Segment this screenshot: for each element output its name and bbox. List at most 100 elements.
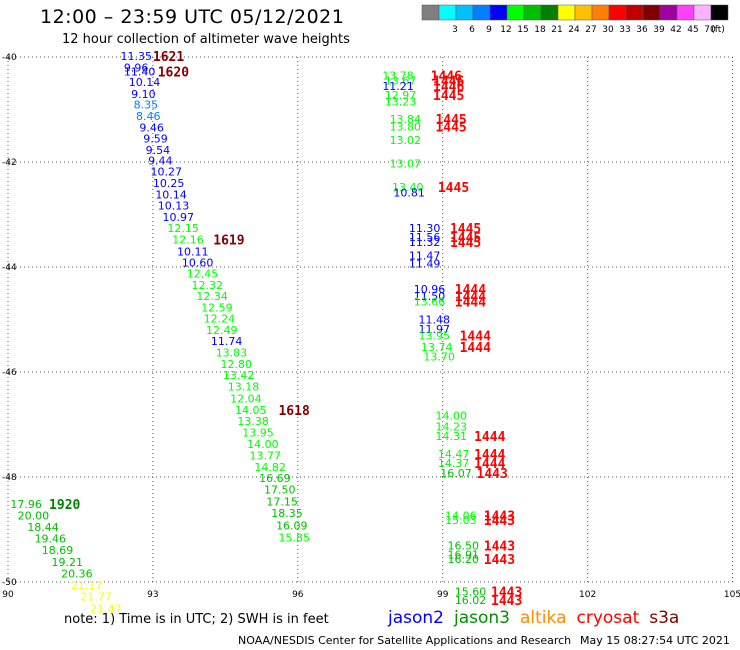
wave-height-value: 12.04 — [230, 392, 262, 405]
pass-time-label: 1444 — [474, 457, 505, 472]
wave-height-value: 10.13 — [158, 200, 190, 213]
pass-time-label: 1621 — [153, 50, 184, 65]
wave-height-value: 12.59 — [201, 301, 233, 314]
scale-swatch — [710, 4, 729, 21]
scale-label: 39 — [653, 25, 665, 35]
wave-height-value: 8.46 — [136, 110, 161, 123]
lat-tick-label: -40 — [2, 53, 17, 63]
wave-height-value: 13.78 — [382, 69, 414, 82]
wave-height-value: 11.47 — [409, 249, 441, 262]
wave-height-value: 9.46 — [139, 121, 164, 134]
wave-height-value: 12.16 — [172, 234, 204, 247]
scale-unit: (ft) — [711, 25, 725, 35]
wave-height-value: 17.15 — [266, 496, 298, 509]
units-note: note: 1) Time is in UTC; 2) SWH is in fe… — [64, 612, 329, 627]
wave-height-value: 20.36 — [61, 568, 93, 581]
wave-height-value: 11.40 — [124, 66, 156, 79]
pass-time-label: 1443 — [484, 514, 515, 529]
pass-time-label: 1446 — [433, 75, 464, 90]
wave-height-value: 12.45 — [187, 267, 219, 280]
wave-height-value: 21.17 — [71, 579, 103, 592]
wave-height-value: 10.11 — [177, 245, 209, 258]
wave-height-value: 13.77 — [250, 449, 282, 462]
pass-time-label: 1443 — [491, 594, 522, 609]
wave-height-value: 13.67 — [385, 75, 417, 88]
lat-tick-label: -48 — [2, 473, 17, 483]
pass-time-label: 1443 — [491, 585, 522, 600]
wave-height-value: 16.07 — [440, 467, 472, 480]
wave-height-value: 17.96 — [10, 498, 42, 511]
wave-height-value: 10.27 — [150, 165, 182, 178]
legend-altika: altika — [520, 608, 567, 628]
wave-height-value: 11.74 — [211, 335, 243, 348]
pass-time-label: 1444 — [474, 448, 505, 463]
wave-height-value: 21.47 — [90, 602, 122, 615]
scale-label: 12 — [500, 25, 511, 35]
wave-height-value: 16.50 — [448, 539, 480, 552]
wave-height-value: 15.03 — [445, 514, 477, 527]
wave-height-value: 16.02 — [455, 594, 487, 607]
wave-height-value: 13.18 — [228, 381, 260, 394]
lon-tick-label: 105 — [724, 590, 740, 600]
wave-height-value: 14.00 — [435, 410, 467, 423]
wave-height-value: 15.60 — [455, 585, 487, 598]
wave-height-value: 9.59 — [143, 132, 168, 145]
wave-height-value: 11.50 — [414, 290, 446, 303]
lat-tick-label: -42 — [2, 158, 17, 168]
generated-timestamp: May 15 08:27:54 UTC 2021 — [580, 634, 730, 647]
scale-label: 36 — [636, 25, 648, 35]
wave-height-value: 12.32 — [192, 279, 224, 292]
wave-height-value: 11.32 — [409, 236, 441, 249]
wave-height-value: 18.69 — [42, 544, 73, 557]
scale-label: 42 — [670, 25, 681, 35]
wave-height-value: 13.40 — [392, 181, 424, 194]
wave-height-value: 13.70 — [423, 350, 455, 363]
wave-height-value: 11.35 — [121, 50, 153, 63]
wave-height-value: 13.74 — [421, 341, 453, 354]
pass-time-label: 1445 — [450, 222, 481, 237]
wave-height-value: 21.77 — [80, 591, 112, 604]
pass-time-label: 1444 — [460, 341, 491, 356]
wave-height-value: 17.50 — [264, 484, 296, 497]
pass-time-label: 1443 — [484, 539, 515, 554]
pass-time-label: 1446 — [433, 80, 464, 95]
scale-label: 70 — [704, 25, 716, 35]
wave-height-value: 11.30 — [409, 222, 441, 235]
lon-tick-label: 90 — [2, 590, 14, 600]
scale-label: 27 — [585, 25, 596, 35]
scale-label: 45 — [687, 25, 698, 35]
legend-jason2: jason2 — [388, 608, 444, 628]
wave-height-value: 9.54 — [146, 144, 171, 157]
wave-height-value: 14.82 — [254, 461, 286, 474]
scale-label: 9 — [486, 25, 492, 35]
wave-height-value: 11.56 — [409, 231, 441, 244]
scale-label: 33 — [619, 25, 630, 35]
credit-line: NOAA/NESDIS Center for Satellite Applica… — [238, 634, 572, 647]
wave-height-value: 16.09 — [276, 519, 308, 532]
lat-tick-label: -44 — [2, 263, 17, 273]
wave-height-value: 13.23 — [385, 96, 417, 109]
scale-label: 3 — [452, 25, 458, 35]
wave-height-value: 16.20 — [448, 553, 480, 566]
pass-time-label: 1445 — [435, 120, 466, 135]
wave-height-value: 13.83 — [216, 347, 248, 360]
wave-height-value: 10.14 — [155, 189, 187, 202]
pass-time-label: 1445 — [450, 231, 481, 246]
wave-height-value: 11.21 — [382, 80, 414, 93]
pass-time-label: 1619 — [213, 234, 244, 249]
pass-time-label: 1445 — [450, 236, 481, 251]
wave-height-value: 14.47 — [438, 448, 470, 461]
scale-label: 30 — [602, 25, 614, 35]
wave-height-value: 16.91 — [448, 549, 480, 562]
pass-time-label: 1444 — [455, 296, 486, 311]
wave-height-value: 16.69 — [259, 472, 291, 485]
wave-height-value: 10.96 — [414, 283, 446, 296]
wave-height-value: 13.84 — [390, 113, 422, 126]
pass-time-label: 1443 — [484, 553, 515, 568]
pass-time-label: 1443 — [477, 467, 508, 482]
wave-height-value: 11.97 — [419, 323, 451, 336]
wave-height-value: 13.02 — [390, 134, 422, 147]
pass-time-label: 1444 — [455, 283, 486, 298]
wave-height-value: 10.60 — [182, 256, 214, 269]
